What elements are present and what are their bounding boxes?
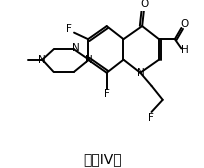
Text: 式（IV）: 式（IV） [83, 153, 122, 166]
Text: N: N [72, 43, 79, 53]
Text: F: F [66, 24, 72, 34]
Text: N: N [37, 55, 45, 65]
Text: H: H [180, 45, 188, 55]
Text: F: F [103, 89, 109, 99]
Text: O: O [179, 19, 187, 29]
Text: N: N [137, 68, 144, 78]
Text: O: O [140, 0, 148, 9]
Text: N: N [85, 55, 92, 65]
Text: F: F [147, 113, 153, 122]
